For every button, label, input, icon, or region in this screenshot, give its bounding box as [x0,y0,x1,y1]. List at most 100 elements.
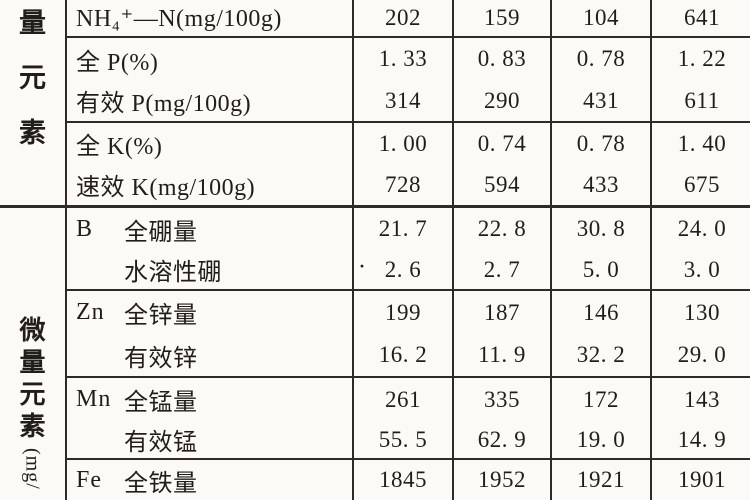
row-label-text: 全硼量 [124,219,198,246]
row-label: B 全硼量 [67,208,354,250]
table-row: 全 K(%) 1. 00 0. 74 0. 78 1. 40 [67,123,750,164]
row-label-text: 有效锌 [124,345,198,372]
table-row: 有效锌 16. 2 11. 9 32. 2 29. 0 [67,334,750,378]
value-cell: 728 [354,164,454,205]
value-cell: 290 [454,80,552,121]
value-text: 2. 6 [384,256,422,282]
value-cell: 146 [552,291,652,334]
row-label: 水溶性硼 [67,250,354,289]
row-label-text: 水溶性硼 [124,260,222,286]
table-row: Fe 全铁量 1845 1952 1921 1901 [67,460,750,500]
value-cell: 5. 0 [552,250,652,289]
value-cell: 1901 [678,467,726,492]
row-label-text: 全锰量 [124,390,198,416]
value-cell: 0. 74 [454,123,552,164]
value-cell: 16. 2 [354,334,454,376]
table-row: Zn 全锌量 199 187 146 130 [67,291,750,334]
table-row: 有效锰 55. 5 62. 9 19. 0 14. 9 [67,421,750,460]
row-label-text: 有效锰 [124,430,198,456]
macro-elements-section: 量 元 素 NH₄⁺—N(mg/100g) 202 159 104 641 全 … [0,0,750,205]
value-cell: 0. 78 [552,123,652,164]
value-cell: 11. 9 [454,334,552,376]
row-label: Zn 全锌量 [67,291,354,334]
side-header-trace: 微 量 元 素 (mg/ [0,208,65,500]
row-label: 全 K(%) [67,123,354,164]
table-row: NH₄⁺—N(mg/100g) 202 159 104 641 [67,0,750,38]
row-label: 有效 P(mg/100g) [67,80,354,121]
table-row: 水溶性硼 · 2. 6 2. 7 5. 0 3. 0 [67,250,750,291]
section-divider-line [0,205,750,208]
table-row: 速效 K(mg/100g) 728 594 433 675 [67,164,750,205]
table-row: B 全硼量 21. 7 22. 8 30. 8 24. 0 [67,208,750,250]
value-cell: 14. 9 [677,426,727,452]
value-cell: 1. 33 [354,38,454,80]
row-label: 有效锰 [67,421,354,458]
ink-dot-artifact: · [359,256,366,276]
element-symbol: B [76,215,94,242]
value-cell: 1845 [354,460,454,500]
value-cell: 1. 00 [354,123,454,164]
side-char: 元 [19,63,46,93]
value-cell: 641 [684,5,720,30]
value-cell: 261 [354,378,454,421]
row-label: 有效锌 [67,334,354,376]
trace-table-grid: B 全硼量 21. 7 22. 8 30. 8 24. 0 水溶性硼 · 2. … [65,208,750,500]
side-char: 微 [19,316,46,345]
value-cell: 431 [552,80,652,121]
value-cell: · 2. 6 [354,250,454,289]
value-cell: 30. 8 [552,208,652,250]
element-symbol: Fe [76,466,102,493]
side-char: 素 [19,412,46,441]
value-cell: 22. 8 [454,208,552,250]
row-label: Fe 全铁量 [67,460,354,500]
macro-table-grid: NH₄⁺—N(mg/100g) 202 159 104 641 全 P(%) 1… [65,0,750,205]
value-cell: 32. 2 [552,334,652,376]
value-cell: 159 [454,0,552,36]
row-label-text: 全锌量 [124,303,198,329]
value-cell: 1921 [552,460,652,500]
element-symbol: Mn [76,386,112,412]
value-cell: 1. 22 [677,46,727,71]
value-cell: 433 [552,164,652,205]
table-row: 有效 P(mg/100g) 314 290 431 611 [67,80,750,123]
value-cell: 611 [684,87,720,113]
value-cell: 0. 83 [454,38,552,80]
side-header-macro: 量 元 素 [0,0,65,205]
value-cell: 199 [354,291,454,334]
side-char: 素 [19,118,46,148]
value-cell: 143 [684,386,720,412]
value-cell: 1952 [454,460,552,500]
value-cell: 675 [684,171,720,197]
value-cell: 314 [354,80,454,121]
value-cell: 594 [454,164,552,205]
value-cell: 104 [552,0,652,36]
trace-elements-section: 微 量 元 素 (mg/ B 全硼量 21. 7 22. 8 30. 8 24.… [0,208,750,500]
value-cell: 172 [552,378,652,421]
side-char: 量 [19,348,46,377]
value-cell: 62. 9 [454,421,552,458]
side-char: 元 [19,380,46,409]
value-cell: 21. 7 [354,208,454,250]
value-cell: 24. 0 [677,216,727,241]
value-cell: 29. 0 [677,342,727,367]
value-cell: 335 [454,378,552,421]
value-cell: 130 [684,299,720,325]
table-row: 全 P(%) 1. 33 0. 83 0. 78 1. 22 [67,38,750,80]
value-cell: 55. 5 [354,421,454,458]
row-label: 速效 K(mg/100g) [67,164,354,205]
row-label: NH₄⁺—N(mg/100g) [67,0,354,36]
value-cell: 187 [454,291,552,334]
value-cell: 3. 0 [683,256,721,282]
value-cell: 202 [354,0,454,36]
side-char: 量 [19,8,46,38]
row-label: Mn 全锰量 [67,378,354,421]
value-cell: 0. 78 [552,38,652,80]
row-label-text: 全铁量 [124,470,198,497]
table-row: Mn 全锰量 261 335 172 143 [67,378,750,421]
element-symbol: Zn [76,299,105,325]
value-cell: 19. 0 [552,421,652,458]
value-cell: 1. 40 [677,130,727,156]
row-label: 全 P(%) [67,38,354,80]
side-unit-rotated: (mg/ [21,448,44,490]
